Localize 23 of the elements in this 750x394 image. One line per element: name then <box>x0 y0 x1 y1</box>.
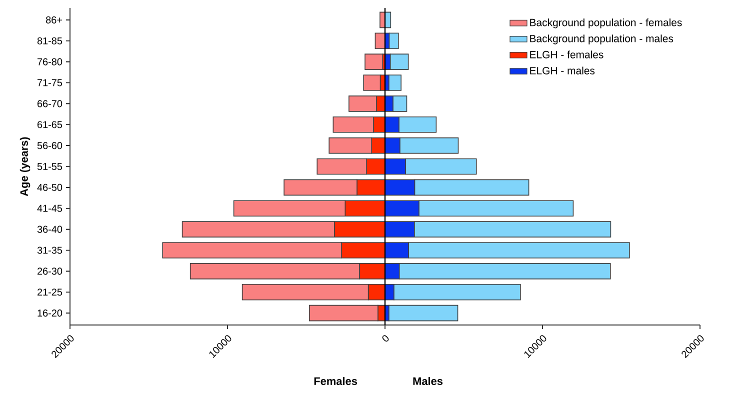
y-tick-label: 81-85 <box>37 37 62 44</box>
legend-label: ELGH - males <box>530 66 595 74</box>
y-tick-label: 56-60 <box>37 142 62 150</box>
y-tick-label: 41-45 <box>37 204 62 212</box>
y-tick-label: 31-35 <box>37 246 62 254</box>
y-tick-label: 26-30 <box>38 268 62 275</box>
y-axis-title: Age (years) <box>20 137 30 196</box>
y-tick-label: 51-55 <box>37 163 62 170</box>
y-tick-label: 66-70 <box>38 100 62 108</box>
y-tick-label: 16-20 <box>38 310 62 317</box>
legend-label: Background population - males <box>530 34 674 44</box>
text: Females <box>314 376 358 386</box>
y-tick-label: 86+ <box>46 16 62 24</box>
y-tick-label: 36-40 <box>37 226 62 233</box>
y-tick-label: 46-50 <box>37 184 62 191</box>
y-tick-label: 21-25 <box>38 288 62 296</box>
legend-label: ELGH - females <box>530 50 604 58</box>
y-tick-label: 61-65 <box>38 121 62 128</box>
legend-label: Background population - females <box>530 18 682 28</box>
y-tick-label: 71-75 <box>38 79 62 86</box>
text: Males <box>413 376 443 386</box>
y-tick-label: 76-80 <box>38 58 62 66</box>
x-tick-label: 0 <box>382 335 389 342</box>
